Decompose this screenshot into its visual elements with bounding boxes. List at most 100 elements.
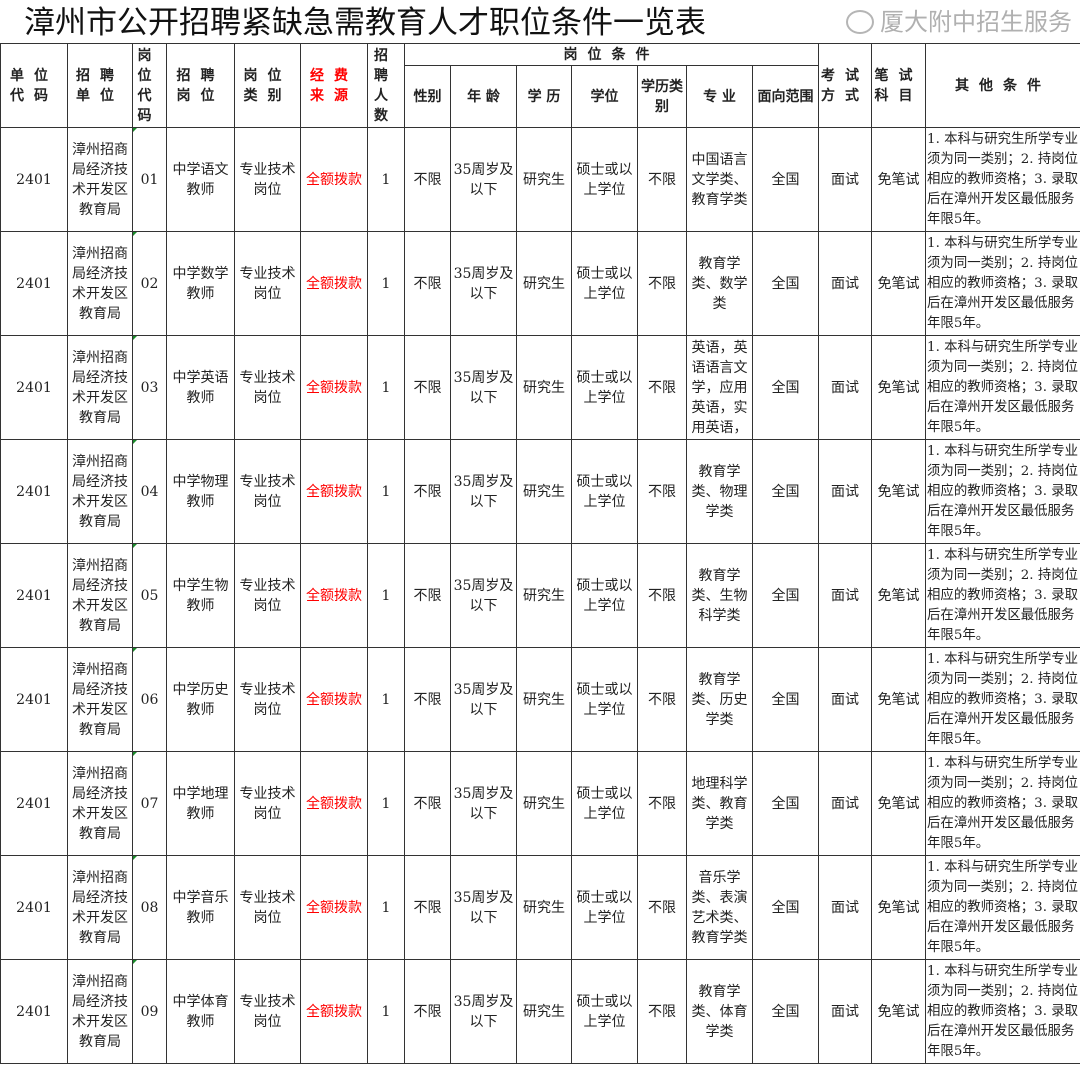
cell-unit: 漳州招商局经济技术开发区教育局	[67, 127, 133, 232]
cell-degree: 硕士或以上学位	[571, 855, 638, 960]
cell-unit: 漳州招商局经济技术开发区教育局	[67, 335, 133, 440]
cell-age: 35周岁及以下	[450, 231, 517, 336]
cell-major: 教育学类、生物科学类	[686, 543, 753, 648]
header-funding: 经费来源	[300, 43, 368, 128]
cell-scope: 全国	[751, 231, 820, 336]
cell-exam: 面试	[818, 751, 873, 856]
header-post-code: 岗位代码	[132, 43, 167, 128]
cell-unit: 漳州招商局经济技术开发区教育局	[67, 959, 133, 1064]
cell-post-type: 专业技术岗位	[234, 127, 301, 232]
header-unit-code: 单位代码	[0, 43, 68, 128]
cell-count: 1	[367, 127, 405, 232]
cell-degree: 硕士或以上学位	[571, 647, 638, 752]
cell-count: 1	[367, 335, 405, 440]
positions-table: 单位代码 招聘单位 岗位代码 招聘岗位 岗位类别 经费来源 招聘人数 岗位条件 …	[0, 43, 1080, 1064]
cell-scope: 全国	[751, 439, 820, 544]
cell-education: 研究生	[516, 439, 572, 544]
header-post-type: 岗位类别	[234, 43, 301, 128]
cell-other: 1. 本科与研究生所学专业须为同一类别；2. 持岗位相应的教师资格；3. 录取后…	[925, 231, 1080, 336]
cell-gender: 不限	[404, 959, 451, 1064]
cell-degree: 硕士或以上学位	[571, 543, 638, 648]
cell-education: 研究生	[516, 335, 572, 440]
cell-unit-code: 2401	[0, 127, 68, 232]
table-row: 2401 漳州招商局经济技术开发区教育局 05 中学生物教师 专业技术岗位 全额拨款 1 不限…	[0, 543, 1080, 648]
cell-scope: 全国	[751, 543, 820, 648]
cell-major: 教育学类、体育学类	[686, 959, 753, 1064]
cell-count: 1	[367, 543, 405, 648]
cell-post: 中学数学教师	[166, 231, 235, 336]
cell-age: 35周岁及以下	[450, 647, 517, 752]
cell-post-code: 03	[132, 335, 167, 440]
cell-funding: 全额拨款	[300, 751, 368, 856]
cell-exam: 面试	[818, 855, 873, 960]
cell-written: 免笔试	[871, 855, 927, 960]
header-other: 其他条件	[925, 43, 1080, 128]
cell-funding: 全额拨款	[300, 439, 368, 544]
watermark-text: 厦大附中招生服务	[880, 8, 1072, 36]
cell-major: 英语，英语语言文学，应用英语，实用英语，	[686, 335, 753, 440]
title-bar: 漳州市公开招聘紧缺急需教育人才职位条件一览表 厦大附中招生服务	[0, 0, 1080, 43]
cell-post-code: 05	[132, 543, 167, 648]
cell-funding: 全额拨款	[300, 855, 368, 960]
cell-degree: 硕士或以上学位	[571, 231, 638, 336]
page-title: 漳州市公开招聘紧缺急需教育人才职位条件一览表	[24, 5, 706, 41]
cell-exam: 面试	[818, 959, 873, 1064]
cell-scope: 全国	[751, 647, 820, 752]
cell-gender: 不限	[404, 231, 451, 336]
cell-written: 免笔试	[871, 543, 927, 648]
cell-education: 研究生	[516, 647, 572, 752]
wechat-icon	[846, 10, 874, 34]
cell-gender: 不限	[404, 647, 451, 752]
cell-funding: 全额拨款	[300, 231, 368, 336]
header-written: 笔试科目	[871, 43, 927, 128]
cell-unit: 漳州招商局经济技术开发区教育局	[67, 231, 133, 336]
table-row: 2401 漳州招商局经济技术开发区教育局 01 中学语文教师 专业技术岗位 全额拨款 1 不限…	[0, 127, 1080, 232]
cell-exam: 面试	[818, 127, 873, 232]
cell-unit-code: 2401	[0, 543, 68, 648]
cell-post-type: 专业技术岗位	[234, 335, 301, 440]
cell-post-code: 07	[132, 751, 167, 856]
cell-post-type: 专业技术岗位	[234, 751, 301, 856]
cell-post-type: 专业技术岗位	[234, 543, 301, 648]
cell-unit-code: 2401	[0, 647, 68, 752]
cell-post: 中学音乐教师	[166, 855, 235, 960]
cell-other: 1. 本科与研究生所学专业须为同一类别；2. 持岗位相应的教师资格；3. 录取后…	[925, 543, 1080, 648]
cell-post-code: 04	[132, 439, 167, 544]
cell-edu-type: 不限	[637, 127, 687, 232]
cell-count: 1	[367, 439, 405, 544]
cell-gender: 不限	[404, 439, 451, 544]
cell-funding: 全额拨款	[300, 543, 368, 648]
cell-written: 免笔试	[871, 751, 927, 856]
cell-degree: 硕士或以上学位	[571, 439, 638, 544]
cell-funding: 全额拨款	[300, 647, 368, 752]
cell-edu-type: 不限	[637, 647, 687, 752]
cell-edu-type: 不限	[637, 959, 687, 1064]
cell-other: 1. 本科与研究生所学专业须为同一类别；2. 持岗位相应的教师资格；3. 录取后…	[925, 751, 1080, 856]
cell-other: 1. 本科与研究生所学专业须为同一类别；2. 持岗位相应的教师资格；3. 录取后…	[925, 127, 1080, 232]
cell-education: 研究生	[516, 543, 572, 648]
cell-written: 免笔试	[871, 231, 927, 336]
header-major: 专 业	[686, 65, 753, 128]
cell-education: 研究生	[516, 127, 572, 232]
cell-age: 35周岁及以下	[450, 959, 517, 1064]
cell-post-code: 06	[132, 647, 167, 752]
cell-other: 1. 本科与研究生所学专业须为同一类别；2. 持岗位相应的教师资格；3. 录取后…	[925, 647, 1080, 752]
cell-age: 35周岁及以下	[450, 335, 517, 440]
cell-degree: 硕士或以上学位	[571, 127, 638, 232]
cell-education: 研究生	[516, 959, 572, 1064]
cell-unit: 漳州招商局经济技术开发区教育局	[67, 647, 133, 752]
cell-unit-code: 2401	[0, 439, 68, 544]
header-degree: 学位	[571, 65, 638, 128]
cell-post-type: 专业技术岗位	[234, 855, 301, 960]
cell-age: 35周岁及以下	[450, 439, 517, 544]
cell-written: 免笔试	[871, 127, 927, 232]
cell-post-type: 专业技术岗位	[234, 647, 301, 752]
cell-age: 35周岁及以下	[450, 543, 517, 648]
header-count: 招聘人数	[367, 43, 405, 128]
cell-written: 免笔试	[871, 959, 927, 1064]
cell-post: 中学英语教师	[166, 335, 235, 440]
header-education: 学 历	[516, 65, 572, 128]
cell-edu-type: 不限	[637, 751, 687, 856]
cell-funding: 全额拨款	[300, 335, 368, 440]
header-exam: 考试方式	[818, 43, 873, 128]
